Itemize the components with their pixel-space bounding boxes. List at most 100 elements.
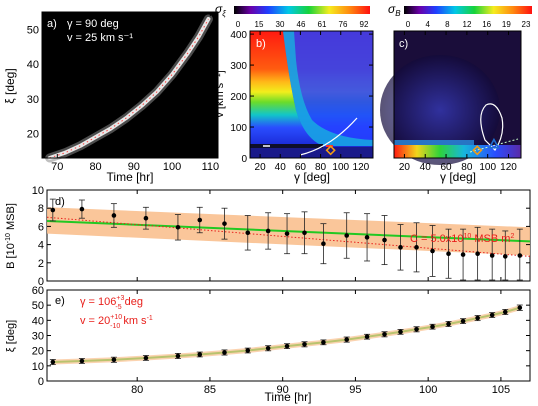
- panel-e-xlabel: Time [hr]: [265, 390, 312, 404]
- data-point: [489, 253, 495, 258]
- diamond-marker: [325, 145, 336, 156]
- data-point: [284, 231, 290, 236]
- x-tick-label: 80: [315, 162, 327, 173]
- panel-e-band: [52, 305, 521, 365]
- data-point: [460, 252, 466, 257]
- colorbar-tick-label: 92: [360, 20, 369, 29]
- panel-b-dark-line: [250, 144, 323, 148]
- panel-e-annotation-gamma: γ = 106+3 -5 deg: [80, 295, 143, 311]
- panel-d-ylabel: B [10-10 MSB]: [5, 203, 17, 269]
- y-tick-label: 30: [32, 331, 44, 343]
- x-tick-label: 70: [51, 161, 63, 173]
- triangle-marker: [488, 137, 500, 149]
- x-tick-label: 95: [349, 384, 361, 396]
- colorbar-tick-label: 15: [255, 20, 264, 29]
- panel-e-frame: [46, 289, 531, 382]
- x-tick-label: 120: [500, 162, 517, 173]
- data-point: [245, 348, 251, 353]
- colorbar-tick-label: 12: [463, 20, 472, 29]
- x-tick-label: 120: [353, 162, 370, 173]
- panel-a-xlabel: Time [hr]: [107, 170, 154, 184]
- y-tick-label: 2: [38, 258, 44, 270]
- panel-b-contour: [299, 117, 358, 156]
- panel-b-diamond-marker: [325, 145, 336, 156]
- data-point: [414, 326, 419, 332]
- x-tick-label: 60: [295, 162, 307, 173]
- data-point: [502, 309, 508, 315]
- data-point: [446, 321, 451, 327]
- panel-a-y-ticks: 20 30 40 50: [27, 24, 218, 141]
- data-point: [245, 230, 251, 236]
- data-point: [398, 329, 403, 335]
- diamond-marker: [472, 145, 483, 156]
- panel-b-xlabel: γ [deg]: [294, 170, 330, 184]
- panel-c-frame: [393, 30, 522, 159]
- panel-a-frame: [41, 11, 219, 159]
- colorbar-tick-label: 8: [445, 20, 450, 29]
- panel-b-region-cyan: [283, 31, 373, 146]
- data-point: [430, 324, 435, 330]
- panel-b-bottom-band: [250, 147, 373, 158]
- x-tick-label: 90: [277, 384, 289, 396]
- y-tick-label: 20: [32, 346, 44, 358]
- data-point: [265, 345, 271, 351]
- panel-e-points: [49, 304, 523, 366]
- data-point: [50, 207, 56, 213]
- x-tick-label: 20: [255, 162, 267, 173]
- data-point: [111, 213, 117, 218]
- panel-d-y-ticks: 0 2 4 6 8 10: [32, 185, 530, 288]
- data-point: [502, 254, 508, 259]
- data-point: [364, 235, 370, 240]
- panel-d: d) C = 5.0x1010 MSB m2 0 2 4 6 8 10 B [10-10 …: [5, 185, 531, 288]
- data-point: [344, 233, 349, 238]
- data-point: [79, 206, 85, 212]
- colorbar-tick-label: 23: [522, 20, 531, 29]
- x-tick-label: 105: [492, 384, 510, 396]
- panel-c-glow: [380, 55, 500, 165]
- panel-c-colorbar: [404, 6, 532, 14]
- x-tick-label: 90: [128, 161, 140, 173]
- data-point: [175, 225, 181, 230]
- data-point: [382, 237, 387, 243]
- data-point: [475, 315, 480, 321]
- data-point: [321, 340, 326, 345]
- panel-d-x-ticks: [136, 190, 502, 281]
- data-point: [50, 359, 56, 365]
- data-point: [446, 251, 451, 256]
- y-tick-label: 60: [32, 285, 44, 297]
- data-point: [197, 352, 203, 357]
- panel-a-annotation-v: v = 25 km s⁻¹: [67, 32, 133, 44]
- y-tick-label: 6: [38, 221, 44, 233]
- x-tick-label: 80: [131, 384, 143, 396]
- y-tick-label: 100: [230, 123, 247, 134]
- panel-b: σξ 0 15 30 46 61 76 92 b) 20 40 60 80 100 120 01002…: [214, 2, 374, 184]
- x-tick-label: 80: [89, 161, 101, 173]
- y-tick-label: 10: [32, 185, 44, 197]
- panel-c-contour: [480, 103, 504, 151]
- panel-e-ylabel: ξ [deg]: [5, 320, 17, 352]
- colorbar-tick-label: 0: [406, 20, 411, 29]
- colorbar-tick-label: 16: [482, 20, 491, 29]
- data-point: [398, 245, 403, 250]
- x-tick-label: 40: [420, 162, 432, 173]
- panel-b-label: b): [256, 38, 266, 50]
- data-point: [143, 215, 149, 221]
- data-point: [143, 355, 149, 361]
- panel-c-blue-strip: [394, 140, 474, 145]
- panel-e-label: e): [55, 295, 65, 307]
- colorbar-tick-label: 4: [425, 20, 430, 29]
- panel-b-x-ticks: 20 40 60 80 100 120: [255, 31, 370, 173]
- colorbar-tick-label: 30: [276, 20, 285, 29]
- panel-a-label: a): [47, 18, 57, 30]
- x-tick-label: 100: [479, 162, 496, 173]
- panel-c-bottom-band: [394, 145, 521, 158]
- y-tick-label: 10: [32, 361, 44, 373]
- colorbar-tick-label: 61: [318, 20, 327, 29]
- panel-e-x-ticks: 80 85 90 95 100 105: [131, 290, 510, 396]
- data-point: [364, 334, 370, 340]
- panel-e: e) γ = 106+3 -5 deg v = 20+10 -10 km s-1 0…: [5, 285, 531, 404]
- y-tick-label: 0: [241, 154, 247, 165]
- x-tick-label: 100: [419, 384, 437, 396]
- y-tick-label: 30: [27, 94, 39, 106]
- colorbar-tick-label: 76: [339, 20, 348, 29]
